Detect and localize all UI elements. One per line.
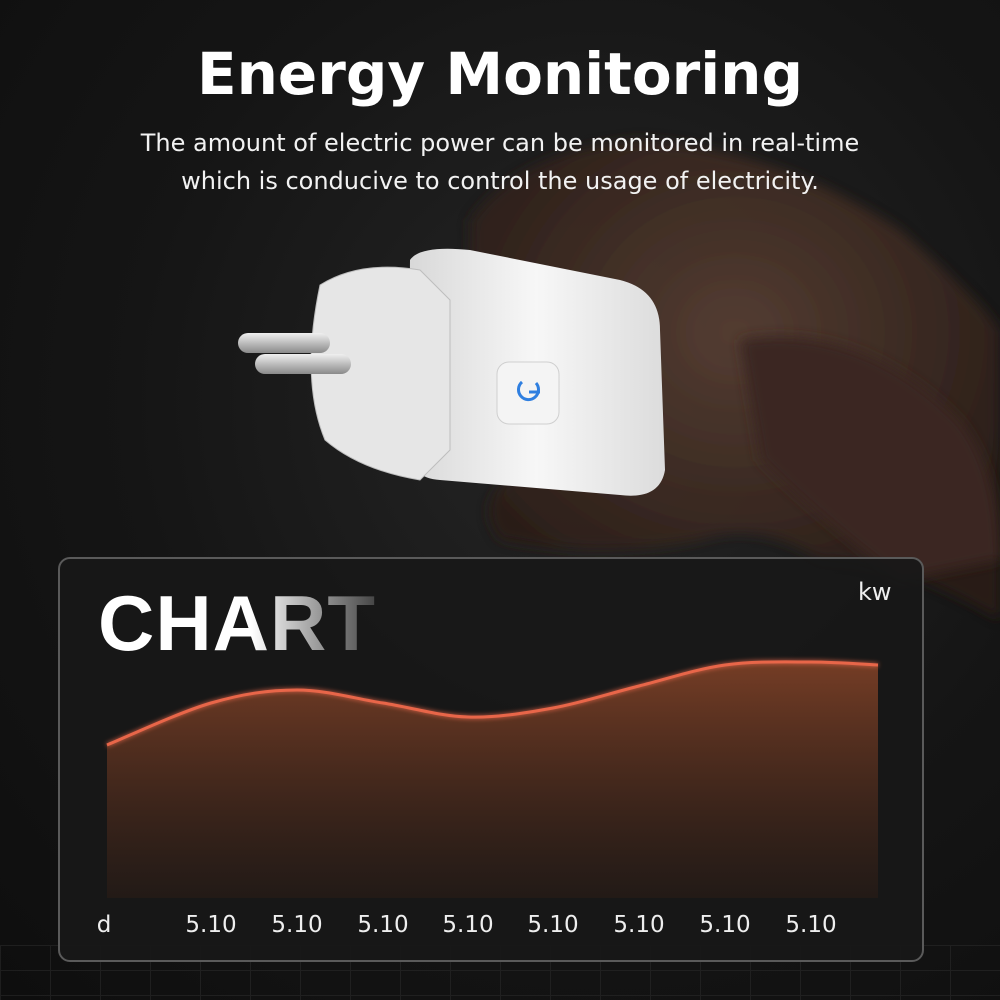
x-tick-label: 5.10 (699, 912, 751, 938)
x-axis-label: d (96, 912, 112, 938)
x-tick-label: 5.10 (785, 912, 837, 938)
series-line (106, 660, 879, 747)
page-title: Energy Monitoring (197, 40, 803, 108)
x-tick-label: 5.10 (185, 912, 237, 938)
subtitle-line-2: which is conducive to control the usage … (181, 167, 819, 195)
power-icon (517, 380, 540, 402)
subtitle: The amount of electric power can be moni… (0, 124, 1000, 200)
x-tick-label: 5.10 (442, 912, 494, 938)
x-tick-label: 5.10 (613, 912, 665, 938)
subtitle-line-1: The amount of electric power can be moni… (140, 129, 860, 157)
x-tick-label: 5.10 (527, 912, 579, 938)
y-axis-unit: kw (858, 578, 892, 606)
area-fill (107, 661, 878, 898)
chart-title: CHART (98, 579, 376, 667)
x-tick-label: 5.10 (271, 912, 323, 938)
x-tick-label: 5.10 (357, 912, 409, 938)
